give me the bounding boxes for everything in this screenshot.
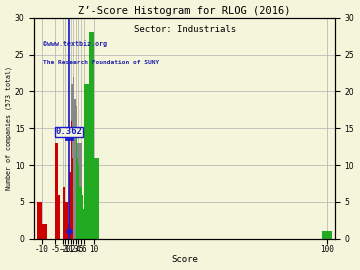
Bar bbox=[322, 231, 332, 239]
Bar bbox=[67, 224, 68, 239]
Text: ©www.textbiz.org: ©www.textbiz.org bbox=[43, 40, 107, 48]
Bar bbox=[63, 187, 66, 239]
Bar bbox=[80, 143, 81, 239]
Bar bbox=[77, 143, 78, 239]
Y-axis label: Number of companies (573 total): Number of companies (573 total) bbox=[5, 66, 12, 190]
Bar bbox=[87, 202, 89, 239]
Text: Sector: Industrials: Sector: Industrials bbox=[134, 25, 236, 34]
Bar bbox=[77, 158, 78, 239]
Title: Z’-Score Histogram for RLOG (2016): Z’-Score Histogram for RLOG (2016) bbox=[78, 6, 291, 16]
Text: The Research Foundation of SUNY: The Research Foundation of SUNY bbox=[43, 60, 159, 65]
Bar bbox=[86, 195, 87, 239]
Bar bbox=[55, 143, 58, 239]
Bar bbox=[66, 202, 68, 239]
Bar bbox=[81, 143, 82, 239]
Bar bbox=[68, 224, 69, 239]
Bar bbox=[71, 84, 72, 239]
Bar bbox=[73, 77, 75, 239]
X-axis label: Score: Score bbox=[171, 255, 198, 264]
Bar bbox=[58, 195, 60, 239]
Bar bbox=[72, 158, 73, 239]
Text: 0.362: 0.362 bbox=[55, 127, 82, 136]
Bar bbox=[69, 173, 71, 239]
Bar bbox=[85, 202, 86, 239]
Bar bbox=[80, 187, 81, 239]
Bar bbox=[76, 106, 77, 239]
Bar bbox=[81, 187, 82, 239]
Bar bbox=[90, 202, 91, 239]
Bar bbox=[89, 32, 94, 239]
Bar bbox=[82, 195, 83, 239]
Bar bbox=[78, 143, 80, 239]
Bar bbox=[75, 99, 76, 239]
Bar bbox=[84, 84, 89, 239]
Bar bbox=[83, 209, 85, 239]
Bar bbox=[94, 158, 99, 239]
Bar bbox=[37, 202, 42, 239]
Bar bbox=[42, 224, 47, 239]
Bar bbox=[76, 128, 77, 239]
Bar bbox=[78, 165, 80, 239]
Bar bbox=[71, 121, 72, 239]
Bar bbox=[89, 187, 90, 239]
Bar bbox=[91, 217, 93, 239]
Bar bbox=[72, 84, 73, 239]
